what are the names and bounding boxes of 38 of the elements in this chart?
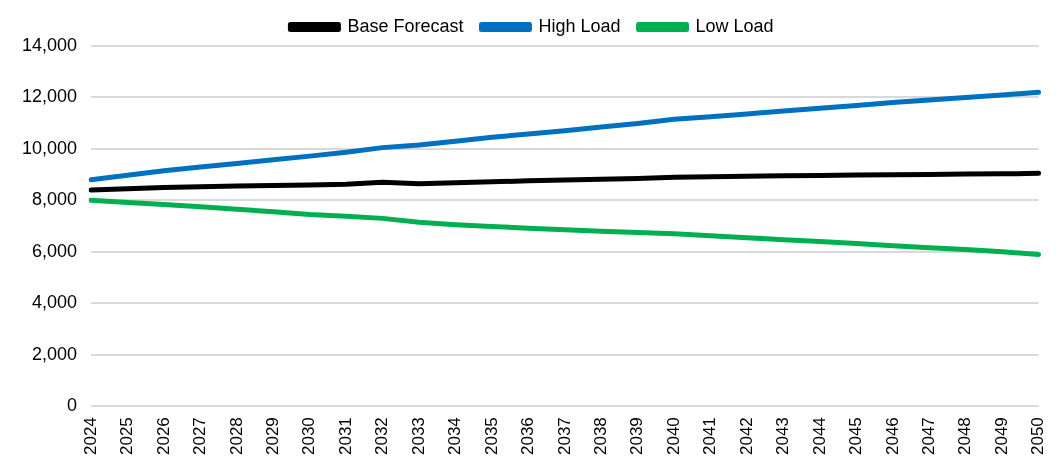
x-tick-label: 2046: [882, 417, 902, 456]
x-tick-label: 2041: [700, 417, 720, 456]
x-tick-label: 2039: [627, 417, 647, 456]
x-tick-label: 2025: [117, 417, 137, 456]
legend-label: High Load: [538, 15, 621, 36]
x-tick-label: 2038: [590, 417, 610, 456]
x-tick-label: 2028: [226, 417, 246, 456]
x-tick-label: 2026: [153, 417, 173, 456]
x-tick-label: 2030: [299, 417, 319, 456]
x-tick-label: 2024: [80, 417, 100, 456]
x-tick-label: 2047: [918, 417, 938, 456]
x-tick-label: 2049: [991, 417, 1011, 456]
y-tick-label: 6,000: [32, 240, 78, 261]
x-tick-label: 2035: [481, 417, 501, 456]
x-tick-label: 2032: [372, 417, 392, 456]
y-tick-label: 2,000: [32, 343, 78, 364]
y-tick-label: 14,000: [21, 34, 78, 55]
x-tick-label: 2040: [663, 417, 683, 456]
x-tick-label: 2036: [518, 417, 538, 456]
x-tick-label: 2031: [335, 417, 355, 456]
y-tick-label: 4,000: [32, 292, 78, 313]
y-tick-label: 10,000: [21, 137, 78, 158]
x-tick-label: 2037: [554, 417, 574, 456]
legend-label: Base Forecast: [347, 15, 464, 36]
x-tick-label: 2050: [1028, 417, 1048, 456]
x-tick-label: 2027: [190, 417, 210, 456]
x-tick-label: 2044: [809, 417, 829, 456]
x-tick-label: 2042: [736, 417, 756, 456]
x-tick-label: 2043: [773, 417, 793, 456]
y-tick-label: 8,000: [32, 189, 78, 210]
x-tick-label: 2033: [408, 417, 428, 456]
y-tick-label: 12,000: [21, 86, 78, 107]
x-tick-label: 2034: [445, 417, 465, 456]
x-tick-label: 2045: [846, 417, 866, 456]
y-tick-label: 0: [67, 395, 78, 416]
x-tick-label: 2029: [262, 417, 282, 456]
x-tick-label: 2048: [955, 417, 975, 456]
legend-label: Low Load: [695, 15, 774, 36]
